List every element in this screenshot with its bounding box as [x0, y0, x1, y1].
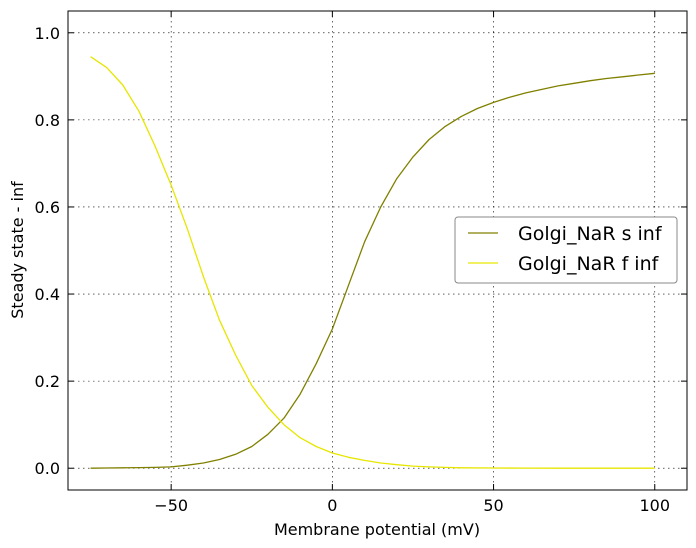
- x-axis-label: Membrane potential (mV): [274, 520, 480, 539]
- y-axis-label: Steady state - inf: [8, 181, 27, 319]
- legend: Golgi_NaR s inf Golgi_NaR f inf: [454, 216, 678, 284]
- x-tick-label: 50: [483, 496, 503, 515]
- legend-label-f-inf: Golgi_NaR f inf: [518, 253, 660, 275]
- y-tick-label: 0.2: [35, 372, 60, 391]
- y-tick-label: 0.0: [35, 459, 60, 478]
- x-tick-label: 100: [639, 496, 670, 515]
- x-tick-label: −50: [154, 496, 188, 515]
- axis-ticks: −50 0 50 100 0.0 0.2 0.4 0.6 0.8 1.0: [35, 11, 687, 515]
- y-tick-label: 1.0: [35, 24, 60, 43]
- legend-label-s-inf: Golgi_NaR s inf: [518, 223, 663, 245]
- y-tick-label: 0.4: [35, 285, 60, 304]
- x-tick-label: 0: [327, 496, 337, 515]
- y-tick-label: 0.8: [35, 111, 60, 130]
- series-lines: [90, 56, 655, 469]
- plot-frame: [67, 10, 688, 491]
- series-line-1: [90, 56, 655, 469]
- legend-box: [454, 216, 678, 284]
- y-tick-label: 0.6: [35, 198, 60, 217]
- series-line-0: [90, 72, 655, 469]
